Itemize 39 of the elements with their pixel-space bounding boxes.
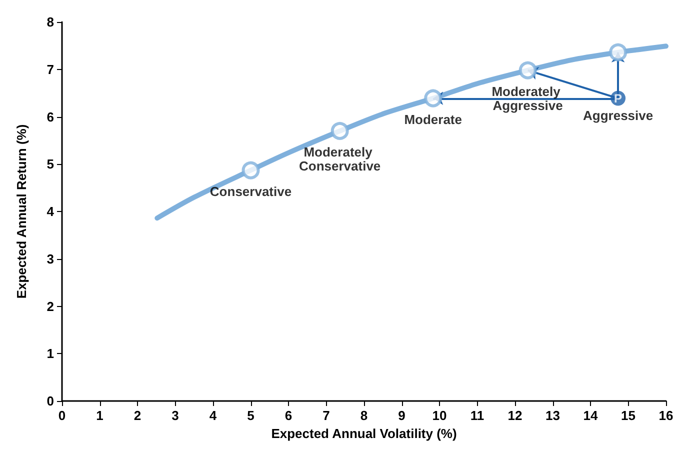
y-tick-label: 4 xyxy=(46,204,55,219)
x-tick-label: 10 xyxy=(432,408,447,423)
x-tick-label: 8 xyxy=(360,408,368,423)
x-tick-label: 13 xyxy=(546,408,560,423)
point xyxy=(609,43,628,62)
x-tick-label: 5 xyxy=(247,408,254,423)
y-tick-label: 3 xyxy=(46,251,54,266)
y-tick-label: 7 xyxy=(46,62,54,77)
y-tick-label: 0 xyxy=(46,394,54,408)
x-tick-label: 16 xyxy=(658,408,674,423)
point xyxy=(330,122,349,140)
x-tick-label: 9 xyxy=(398,408,406,423)
x-tick-label: 14 xyxy=(583,408,598,423)
annotation: Moderately Aggressive xyxy=(492,84,564,113)
x-tick-label: 11 xyxy=(470,408,484,423)
y-tick-label: 1 xyxy=(46,346,54,362)
y-tick-label: 5 xyxy=(46,156,54,172)
point xyxy=(242,161,260,180)
y-tick-label: 8 xyxy=(46,14,54,30)
annotation: Aggressive xyxy=(583,108,654,123)
x-tick-label: 2 xyxy=(134,408,142,423)
y-axis-title: Expected Annual Return (%) xyxy=(14,124,29,299)
x-tick-label: 7 xyxy=(322,408,330,423)
point xyxy=(518,61,537,80)
annotation: Moderately Conservative xyxy=(299,144,381,174)
x-tick-label: 3 xyxy=(172,408,179,423)
x-tick-label: 1 xyxy=(96,408,104,423)
x-tick-label: 4 xyxy=(209,408,218,423)
y-tick-label: 2 xyxy=(46,298,54,314)
x-tick-label: 0 xyxy=(58,408,66,423)
annotation: Moderate xyxy=(404,112,462,127)
x-tick-label: 15 xyxy=(621,408,636,423)
annotation: Conservative xyxy=(210,184,292,199)
x-axis-title: Expected Annual Volatility (%) xyxy=(271,426,457,441)
y-tick-label: 6 xyxy=(46,109,54,124)
point xyxy=(424,89,442,108)
x-tick-label: 12 xyxy=(508,408,522,423)
x-tick-label: 6 xyxy=(284,408,292,423)
annotation: P xyxy=(614,91,622,106)
